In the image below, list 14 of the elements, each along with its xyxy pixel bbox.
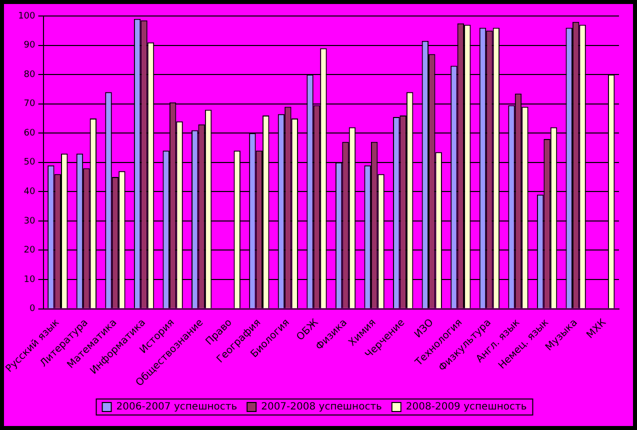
y-tick-label: 30 xyxy=(24,216,36,226)
legend-label: 2006-2007 успешность xyxy=(116,402,238,413)
y-tick-label: 70 xyxy=(24,99,36,110)
y-tick-label: 90 xyxy=(24,40,36,51)
y-tick-label: 0 xyxy=(30,304,36,314)
y-tick-label: 10 xyxy=(24,274,36,285)
y-tick-label: 100 xyxy=(18,11,36,22)
legend-label: 2008-2009 успешность xyxy=(406,402,527,413)
y-tick-label: 60 xyxy=(24,128,36,138)
y-tick-label: 20 xyxy=(24,246,36,256)
y-tick-label: 50 xyxy=(24,158,36,168)
y-tick-label: 40 xyxy=(24,187,36,198)
y-tick-label: 80 xyxy=(24,70,36,80)
legend-label: 2007-2008 успешность xyxy=(261,402,382,413)
